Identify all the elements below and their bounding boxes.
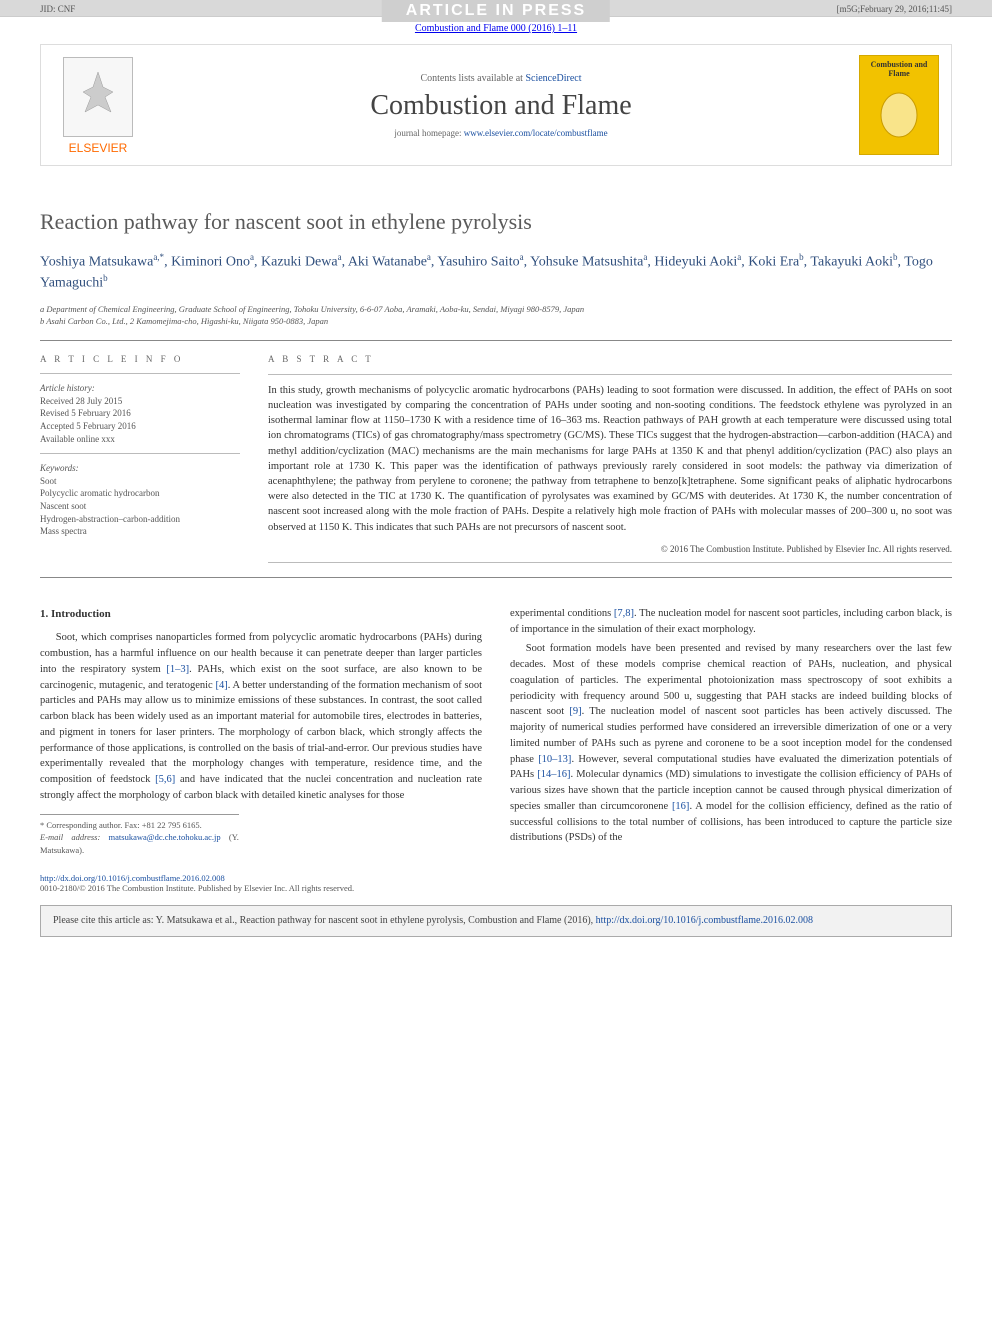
separator xyxy=(40,340,952,341)
journal-header-block: ELSEVIER Contents lists available at Sci… xyxy=(40,44,952,166)
journal-cover-thumb: Combustion and Flame xyxy=(859,55,939,155)
elsevier-box: ELSEVIER xyxy=(53,55,143,155)
keyword-2: Nascent soot xyxy=(40,500,240,513)
article-info-col: A R T I C L E I N F O Article history: R… xyxy=(40,353,240,563)
homepage-link[interactable]: www.elsevier.com/locate/combustflame xyxy=(464,128,608,138)
keyword-3: Hydrogen-abstraction–carbon-addition xyxy=(40,513,240,526)
history-label: Article history: xyxy=(40,382,240,395)
authors-list: Yoshiya Matsukawaa,*, Kiminori Onoa, Kaz… xyxy=(40,251,952,294)
corresponding-author: * Corresponding author. Fax: +81 22 795 … xyxy=(40,819,239,832)
sciencedirect-link[interactable]: ScienceDirect xyxy=(525,73,581,84)
ref-link[interactable]: [5,6] xyxy=(155,774,175,785)
abstract-copyright: © 2016 The Combustion Institute. Publish… xyxy=(268,543,952,556)
received-date: Received 28 July 2015 xyxy=(40,395,240,408)
article-title: Reaction pathway for nascent soot in eth… xyxy=(40,208,952,237)
cite-doi-link[interactable]: http://dx.doi.org/10.1016/j.combustflame… xyxy=(596,915,813,926)
keyword-4: Mass spectra xyxy=(40,525,240,538)
issn-line: 0010-2180/© 2016 The Combustion Institut… xyxy=(40,883,354,893)
ref-link[interactable]: [16] xyxy=(672,801,690,812)
journal-title: Combustion and Flame xyxy=(370,90,631,122)
cover-title: Combustion and Flame xyxy=(864,60,934,78)
keyword-1: Polycyclic aromatic hydrocarbon xyxy=(40,487,240,500)
ref-link[interactable]: [4] xyxy=(215,680,227,691)
accepted-date: Accepted 5 February 2016 xyxy=(40,420,240,433)
homepage-line: journal homepage: www.elsevier.com/locat… xyxy=(394,128,607,138)
ref-link[interactable]: [1–3] xyxy=(166,664,189,675)
ref-link[interactable]: [9] xyxy=(569,706,581,717)
elsevier-tree-icon xyxy=(63,57,133,137)
abstract-heading: A B S T R A C T xyxy=(268,353,952,366)
abstract-text: In this study, growth mechanisms of poly… xyxy=(268,383,952,535)
separator xyxy=(40,577,952,578)
ref-link[interactable]: [14–16] xyxy=(537,769,570,780)
keywords-label: Keywords: xyxy=(40,462,240,475)
email-link[interactable]: matsukawa@dc.che.tohoku.ac.jp xyxy=(109,832,221,842)
affiliation-b: b Asahi Carbon Co., Ltd., 2 Kamomejima-c… xyxy=(40,316,952,328)
ref-link[interactable]: [10–13] xyxy=(538,754,571,765)
footnote-block: * Corresponding author. Fax: +81 22 795 … xyxy=(40,814,239,857)
article-in-press-banner: ARTICLE IN PRESS xyxy=(382,0,610,22)
homepage-prefix: journal homepage: xyxy=(394,128,463,138)
contents-prefix: Contents lists available at xyxy=(420,73,525,84)
jid-label: JID: CNF xyxy=(40,4,75,14)
doi-link[interactable]: http://dx.doi.org/10.1016/j.combustflame… xyxy=(40,873,225,883)
citation-box: Please cite this article as: Y. Matsukaw… xyxy=(40,905,952,937)
affiliations: a Department of Chemical Engineering, Gr… xyxy=(40,304,952,328)
ref-link[interactable]: [7,8] xyxy=(614,608,634,619)
affiliation-a: a Department of Chemical Engineering, Gr… xyxy=(40,304,952,316)
top-banner: JID: CNF ARTICLE IN PRESS [m5G;February … xyxy=(0,0,992,17)
body-p3: Soot formation models have been presente… xyxy=(510,641,952,846)
abstract-col: A B S T R A C T In this study, growth me… xyxy=(268,353,952,563)
stamp-label: [m5G;February 29, 2016;11:45] xyxy=(837,4,952,14)
body-p2: experimental conditions [7,8]. The nucle… xyxy=(510,606,952,638)
available-date: Available online xxx xyxy=(40,433,240,446)
doi-block: http://dx.doi.org/10.1016/j.combustflame… xyxy=(0,873,992,893)
journal-issue-link[interactable]: Combustion and Flame 000 (2016) 1–11 xyxy=(415,23,577,34)
email-line: E-mail address: matsukawa@dc.che.tohoku.… xyxy=(40,831,239,857)
contents-line: Contents lists available at ScienceDirec… xyxy=(420,73,581,84)
email-label: E-mail address: xyxy=(40,832,109,842)
elsevier-label: ELSEVIER xyxy=(69,141,128,155)
article-info-heading: A R T I C L E I N F O xyxy=(40,353,240,366)
cite-text: Please cite this article as: Y. Matsukaw… xyxy=(53,915,596,926)
header-center: Contents lists available at ScienceDirec… xyxy=(143,55,859,155)
section-1-heading: 1. Introduction xyxy=(40,606,482,623)
keyword-0: Soot xyxy=(40,475,240,488)
info-abstract-row: A R T I C L E I N F O Article history: R… xyxy=(40,353,952,563)
body-columns: 1. Introduction Soot, which comprises na… xyxy=(40,606,952,857)
body-p1: Soot, which comprises nanoparticles form… xyxy=(40,630,482,803)
revised-date: Revised 5 February 2016 xyxy=(40,407,240,420)
